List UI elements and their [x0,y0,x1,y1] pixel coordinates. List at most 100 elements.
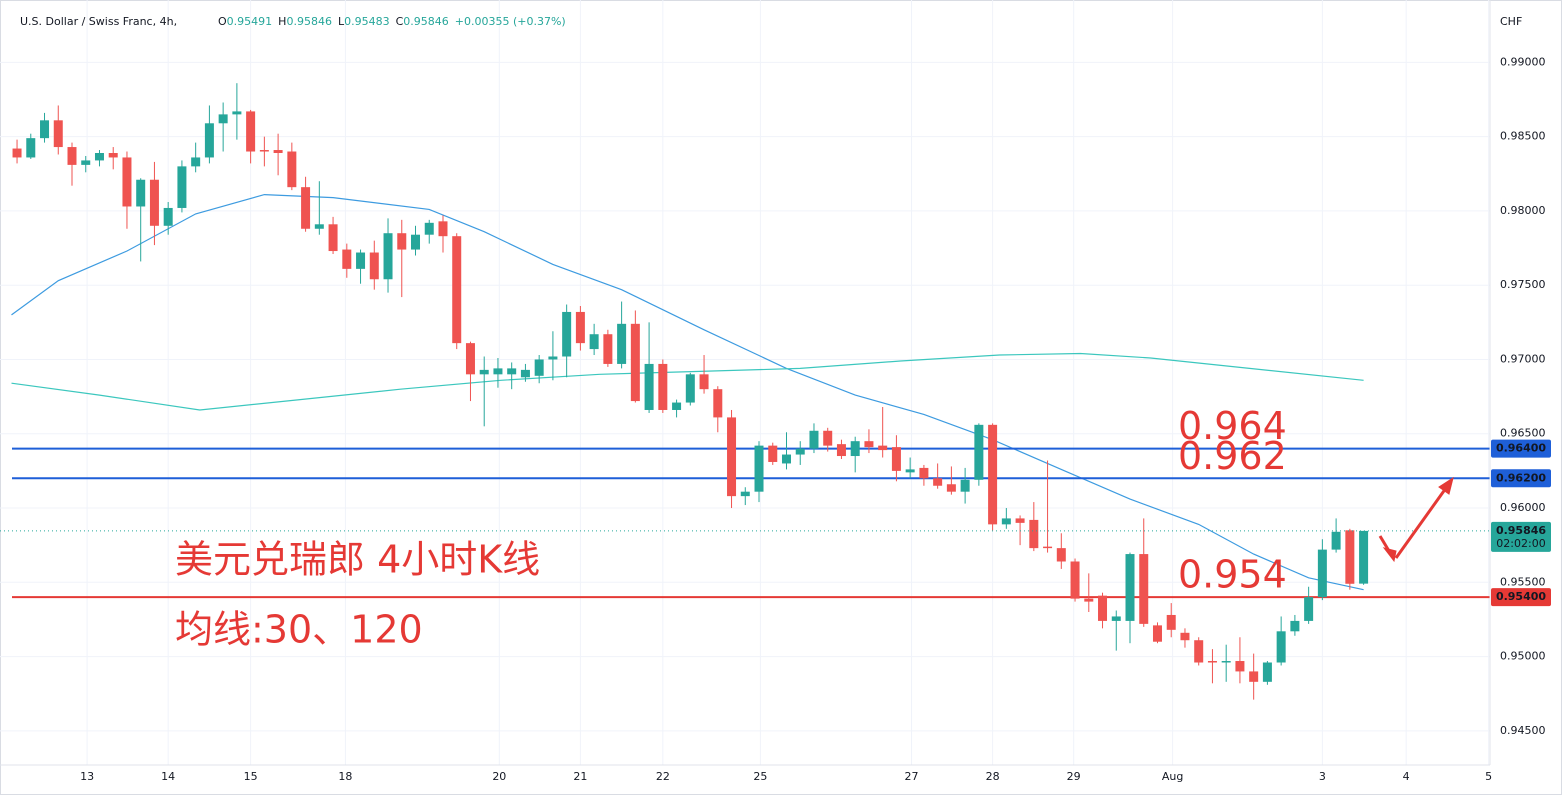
candle-body [342,249,352,269]
candle-body [933,478,943,486]
candle-body [809,430,819,449]
candle-body [108,153,118,158]
candle-body [191,157,201,167]
candle-body [974,424,984,480]
candle-body [878,445,888,451]
x-tick-label: 20 [492,770,506,783]
candle-body [1029,519,1039,549]
last-price-label: 0.95846 [1496,524,1546,537]
candle-body [81,160,91,165]
ohlc-value: 0.95491 [227,15,273,28]
candle-body [946,484,956,492]
candle-body [232,111,242,115]
candle-body [617,323,627,364]
candle-body [218,114,228,124]
candle-body [1262,662,1272,682]
candle-body [1015,518,1025,523]
price-badge [1491,469,1551,488]
candle-body [40,120,50,139]
candle-body [301,187,311,229]
candle-body [1317,549,1327,598]
arrow [1378,476,1454,563]
x-tick-label: 5 [1485,770,1492,783]
candle-body [177,166,187,208]
candle-body [630,323,640,402]
candle-body [1221,661,1231,663]
candle-body [562,311,572,357]
candle-body [328,224,338,252]
candle-body [411,234,421,250]
plot [0,83,1490,700]
candle-body [699,374,709,390]
candle-body [919,467,929,479]
candle-body [644,363,654,410]
candle-body [589,334,599,350]
price-badge [1491,588,1551,607]
change: +0.00355 (+0.37%) [455,15,566,28]
y-tick-label: 0.95000 [1500,650,1546,663]
y-tick-label: 0.97000 [1500,352,1546,365]
candle-body [204,123,214,158]
candle-body [1235,661,1245,672]
candle-body [754,445,764,492]
candle-body [383,233,393,280]
ohlc-key: H [278,15,286,28]
candle-body [988,424,998,525]
candle-body [1359,530,1369,584]
candle-body [1098,595,1108,621]
y-tick-label: 0.94500 [1500,724,1546,737]
x-tick-label: 29 [1067,770,1081,783]
candle-body [1125,554,1135,621]
candle-body [795,448,805,455]
candle-body [727,417,737,497]
candle-body [465,343,475,375]
x-tick-label: 15 [244,770,258,783]
candle-body [67,147,77,165]
candle-body [960,479,970,492]
ohlc-value: 0.95846 [403,15,449,28]
candle-body [603,334,613,364]
candle-body [1070,561,1080,599]
x-tick-label: 25 [753,770,767,783]
annotations: 美元兑瑞郎 4小时K线 均线:30、120 [175,538,540,652]
candle-body [1001,518,1011,525]
candle-body [163,207,173,226]
price-badge [1491,439,1551,458]
ohlc-key: L [338,15,345,28]
candle-body [507,368,517,375]
ohlc-key: C [396,15,404,28]
price-badge-label: 0.95400 [1496,590,1546,603]
moving-average [11,193,1364,591]
candle-body [452,236,462,344]
candle-body [781,454,791,464]
candle-body [713,389,723,418]
candle-body [823,430,833,446]
candle-body [136,179,146,207]
ohlc-value: 0.95483 [344,15,390,28]
grid [0,0,1490,765]
candle-body [424,222,434,235]
candle-body [1207,661,1217,663]
symbol: U.S. Dollar / Swiss Franc, 4h, [20,15,177,28]
candle-body [122,157,132,207]
x-tick-label: 28 [986,770,1000,783]
x-tick-label: Aug [1162,770,1183,783]
last-price-badge [1491,521,1551,552]
candle-body [259,150,269,152]
ohlc-value: 0.95846 [286,15,332,28]
candle-body [891,447,901,471]
moving-average [11,352,1364,411]
candle-body [397,233,407,250]
candle-body [26,138,36,158]
candle-body [534,359,544,376]
x-tick-label: 4 [1403,770,1410,783]
candle-body [438,221,448,237]
level-annotation: 0.964 [1178,404,1287,448]
x-tick-label: 18 [338,770,352,783]
candle-body [479,369,489,375]
candle-body [94,153,104,161]
candle-body [1276,631,1286,663]
y-tick-label: 0.96500 [1500,427,1546,440]
